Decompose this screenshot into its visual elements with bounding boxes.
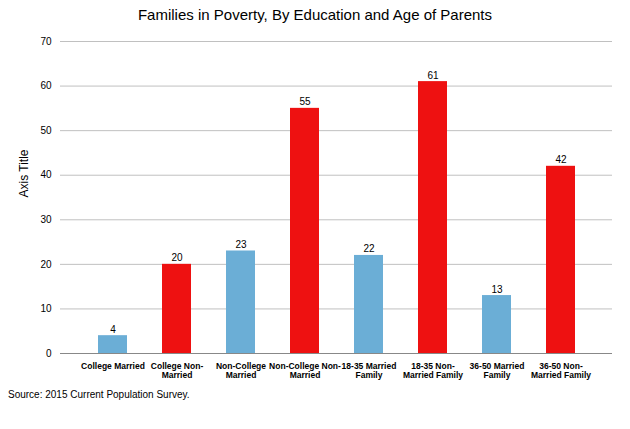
svg-text:30: 30 (40, 214, 52, 225)
svg-text:70: 70 (40, 36, 52, 47)
html-text:Source: 2015 Current Populatio: Source: 2015 Current Population Survey. (8, 389, 190, 400)
svg-text:Non-CollegeMarried: Non-CollegeMarried (216, 361, 266, 380)
svg-text:20: 20 (171, 252, 183, 263)
svg-text:College Non-Married: College Non-Married (151, 361, 204, 380)
svg-text:61: 61 (427, 70, 439, 81)
html-text:Families in Poverty, By Educat: Families in Poverty, By Education and Ag… (138, 6, 492, 23)
svg-text:College Married: College Married (81, 361, 145, 371)
svg-text:4: 4 (110, 324, 116, 335)
svg-text:55: 55 (299, 96, 311, 107)
svg-text:36-50 MarriedFamily: 36-50 MarriedFamily (470, 361, 525, 380)
svg-text:13: 13 (491, 284, 503, 295)
svg-text:Non-College Non-Married: Non-College Non-Married (269, 361, 341, 380)
svg-text:42: 42 (555, 154, 567, 165)
svg-text:0: 0 (46, 348, 52, 359)
svg-text:20: 20 (40, 259, 52, 270)
svg-text:22: 22 (363, 243, 375, 254)
svg-text:60: 60 (40, 80, 52, 91)
svg-text:18-35 MarriedFamily: 18-35 MarriedFamily (342, 361, 397, 380)
svg-text:36-50 Non-Married Family: 36-50 Non-Married Family (531, 361, 591, 380)
svg-text:10: 10 (40, 303, 52, 314)
svg-text:23: 23 (235, 239, 247, 250)
svg-text:50: 50 (40, 125, 52, 136)
svg-text:40: 40 (40, 169, 52, 180)
svg-text:Axis Title: Axis Title (17, 149, 31, 197)
svg-text:18-35 Non-Married Family: 18-35 Non-Married Family (403, 361, 463, 380)
